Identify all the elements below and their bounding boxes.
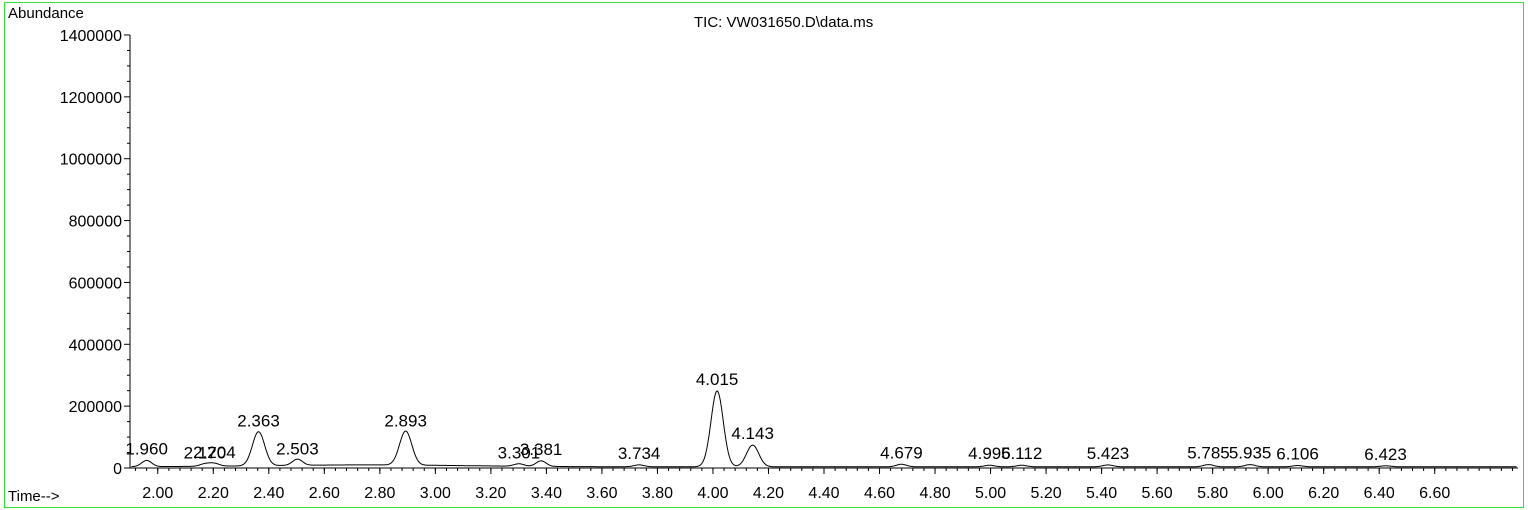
peak-label: 2.170 <box>184 443 227 462</box>
peak-label: 2.503 <box>276 440 319 459</box>
y-tick-label: 600000 <box>69 275 122 292</box>
x-tick-label: 2.40 <box>253 485 284 502</box>
x-tick-label: 4.20 <box>753 485 784 502</box>
peak-label: 3.381 <box>520 440 563 459</box>
x-tick-label: 2.00 <box>142 485 173 502</box>
x-tick-label: 3.00 <box>420 485 451 502</box>
peak-label: 6.423 <box>1364 445 1407 464</box>
x-tick-label: 3.20 <box>475 485 506 502</box>
axes <box>129 35 1518 469</box>
x-tick-label: 2.60 <box>309 485 340 502</box>
chart-frame <box>4 2 1524 508</box>
peak-label: 5.935 <box>1229 444 1272 463</box>
y-tick-label: 800000 <box>69 214 122 231</box>
peak-label: 6.106 <box>1276 445 1319 464</box>
y-axis-label: Abundance <box>8 5 84 22</box>
x-tick-label: 4.00 <box>697 485 728 502</box>
peak-label: 4.015 <box>696 370 739 389</box>
peak-label: 1.960 <box>125 440 168 459</box>
x-tick-label: 5.80 <box>1197 485 1228 502</box>
x-tick-label: 3.60 <box>586 485 617 502</box>
y-tick-label: 1200000 <box>60 90 122 107</box>
x-tick-label: 4.60 <box>864 485 895 502</box>
y-ticks: 0 200000 400000 600000 800000 1000000 1200000 1… <box>60 28 130 478</box>
peak-label: 4.996 <box>968 444 1011 463</box>
x-tick-label: 5.40 <box>1086 485 1117 502</box>
x-tick-label: 6.20 <box>1308 485 1339 502</box>
peak-label: 2.204 <box>193 443 236 462</box>
x-ticks: 2.00 2.20 2.40 2.60 2.80 3.00 3.20 3.40 3.60 3.80… <box>135 468 1513 502</box>
tic-trace <box>131 390 1517 468</box>
x-tick-label: 6.40 <box>1364 485 1395 502</box>
y-tick-label: 1400000 <box>60 28 122 45</box>
x-tick-label: 3.40 <box>531 485 562 502</box>
x-tick-label: 4.40 <box>808 485 839 502</box>
x-tick-label: 4.80 <box>919 485 950 502</box>
y-tick-label: 200000 <box>69 399 122 416</box>
peak-label: 5.112 <box>1001 444 1042 463</box>
x-tick-label: 5.20 <box>1031 485 1062 502</box>
x-tick-label: 2.80 <box>364 485 395 502</box>
peak-label: 5.423 <box>1087 444 1130 463</box>
x-axis-label: Time--> <box>8 488 60 505</box>
x-tick-label: 5.00 <box>975 485 1006 502</box>
y-tick-label: 0 <box>113 461 122 478</box>
peak-label: 4.679 <box>880 443 923 462</box>
peak-label: 5.785 <box>1187 444 1230 463</box>
x-tick-label: 5.60 <box>1142 485 1173 502</box>
x-tick-label: 3.80 <box>642 485 673 502</box>
x-tick-label: 6.00 <box>1253 485 1284 502</box>
y-tick-label: 400000 <box>69 337 122 354</box>
peak-label: 4.143 <box>731 424 774 443</box>
peak-label: 3.301 <box>498 443 541 462</box>
chart-title: TIC: VW031650.D\data.ms <box>694 14 874 31</box>
peak-label: 2.363 <box>237 412 280 431</box>
peak-label: 3.734 <box>618 444 661 463</box>
x-tick-label: 2.20 <box>198 485 229 502</box>
y-tick-label: 1000000 <box>60 152 122 169</box>
x-tick-label: 6.60 <box>1419 485 1450 502</box>
peak-label: 2.893 <box>384 412 427 431</box>
